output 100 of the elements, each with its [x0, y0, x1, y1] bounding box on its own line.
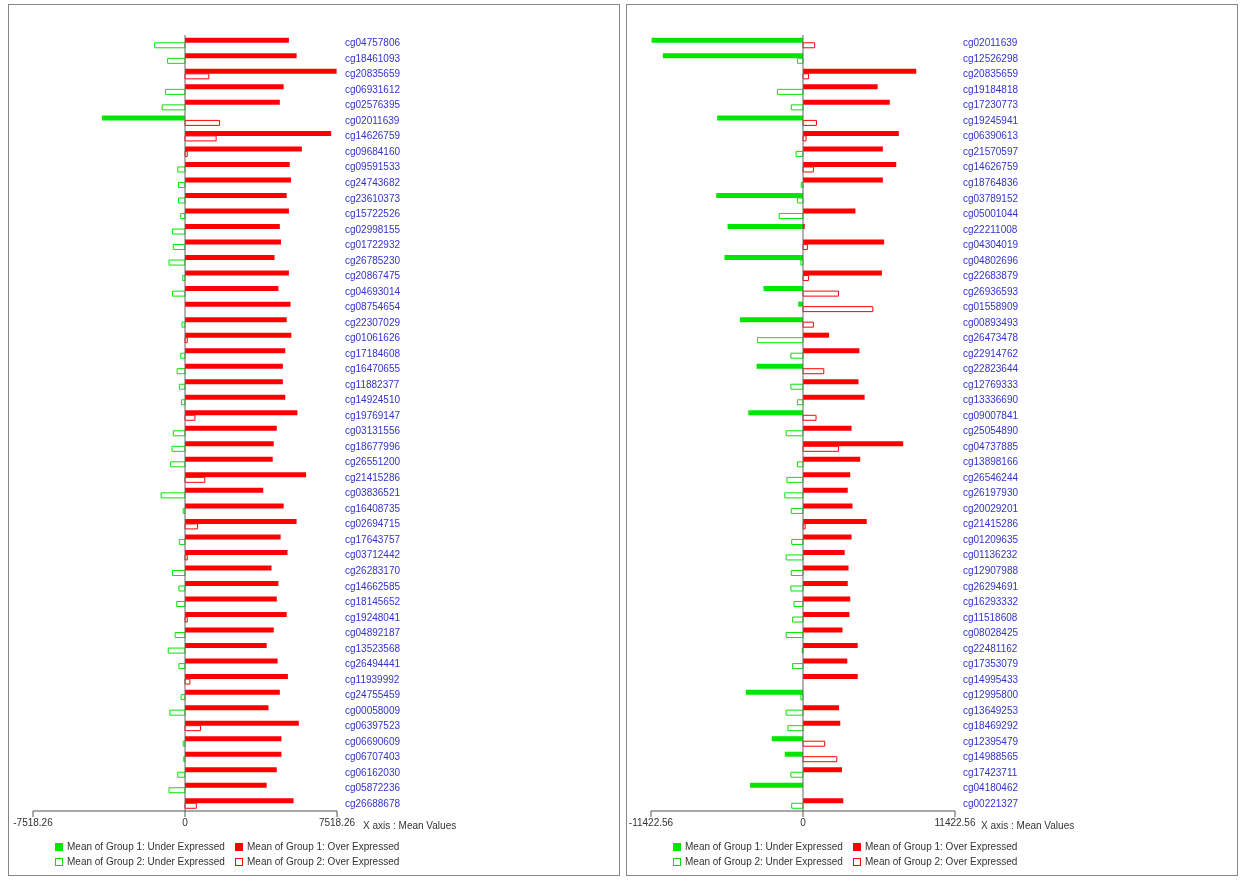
legend-label: Mean of Group 2: Under Expressed	[685, 856, 843, 867]
y-tick-label: cg22683879	[963, 270, 1019, 282]
y-tick-label: cg16470655	[345, 363, 401, 375]
y-tick-label: cg04892187	[345, 627, 401, 639]
y-tick-label: cg06162030	[345, 766, 401, 778]
y-tick-label: cg04304019	[963, 239, 1019, 251]
y-tick-label: cg17423711	[963, 766, 1018, 778]
y-tick-label: cg26283170	[345, 564, 401, 576]
y-tick-label: cg13523568	[345, 642, 401, 654]
y-tick-label: cg14626759	[345, 130, 401, 142]
y-tick-label: cg06690609	[345, 735, 401, 747]
y-tick-label: cg05001044	[963, 208, 1019, 220]
y-tick-label: cg26197930	[963, 487, 1019, 499]
y-tick-label: cg16408735	[345, 502, 401, 514]
y-tick-label: cg19248041	[345, 611, 401, 623]
y-tick-label: cg12907988	[963, 564, 1019, 576]
y-tick-label: cg03836521	[345, 487, 401, 499]
y-tick-label: cg00058009	[345, 704, 401, 716]
y-tick-label: cg26551200	[345, 456, 401, 468]
y-tick-label: cg04180462	[963, 782, 1019, 794]
x-tick-label: 11422.56	[934, 817, 976, 829]
x-tick-label: 0	[182, 817, 189, 829]
y-tick-label: cg26785230	[345, 254, 401, 266]
y-tick-label: cg18764836	[963, 176, 1019, 188]
y-tick-label: cg13898166	[963, 456, 1019, 468]
y-tick-label: cg01061626	[345, 332, 401, 344]
y-tick-label: cg14995433	[963, 673, 1019, 685]
y-tick-label: cg19184818	[963, 83, 1019, 95]
y-tick-label: cg24755459	[345, 689, 401, 701]
y-tick-label: cg14662585	[345, 580, 401, 592]
y-tick-label: cg21415286	[345, 471, 401, 483]
legend-label: Mean of Group 1: Under Expressed	[67, 841, 225, 852]
y-tick-label: cg18677996	[345, 440, 401, 452]
y-tick-label: cg04802696	[963, 254, 1019, 266]
y-tick-label: cg22914762	[963, 347, 1019, 359]
y-tick-label: cg06397523	[345, 720, 401, 732]
y-tick-label: cg01722932	[345, 239, 401, 251]
x-axis-title: X axis : Mean Values	[363, 820, 457, 831]
legend-label: Mean of Group 2: Over Expressed	[247, 856, 400, 867]
y-tick-label: cg04757806	[345, 37, 401, 49]
y-tick-label: cg02576395	[345, 99, 401, 111]
y-tick-label: cg26494441	[345, 658, 401, 670]
y-tick-label: cg22307029	[345, 316, 401, 328]
y-tick-label: cg26473478	[963, 332, 1019, 344]
y-tick-label: cg02011639	[345, 114, 400, 126]
y-tick-label: cg02694715	[345, 518, 401, 530]
y-tick-label: cg20835659	[345, 68, 401, 80]
y-tick-label: cg19245941	[963, 114, 1019, 126]
y-tick-label: cg12769333	[963, 378, 1019, 390]
legend-label: Mean of Group 1: Under Expressed	[685, 841, 843, 852]
y-tick-label: cg17184608	[345, 347, 401, 359]
y-tick-label: cg00221327	[963, 797, 1019, 809]
y-tick-label: cg09591533	[345, 161, 401, 173]
y-tick-label: cg02011639	[963, 37, 1018, 49]
y-tick-label: cg17643757	[345, 533, 401, 545]
y-tick-label: cg12995800	[963, 689, 1019, 701]
y-tick-label: cg11518608	[963, 611, 1018, 623]
y-tick-label: cg05872236	[345, 782, 401, 794]
x-tick-label: 0	[800, 817, 807, 829]
y-tick-label: cg01209635	[963, 533, 1019, 545]
y-tick-label: cg06707403	[345, 751, 401, 763]
y-tick-label: cg22823644	[963, 363, 1019, 375]
y-tick-label: cg18469292	[963, 720, 1019, 732]
y-tick-label: cg26688678	[345, 797, 401, 809]
y-tick-label: cg16293332	[963, 596, 1019, 608]
y-tick-label: cg01558909	[963, 301, 1019, 313]
y-tick-label: cg03131556	[345, 425, 401, 437]
y-tick-label: cg14626759	[963, 161, 1019, 173]
y-tick-label: cg06390613	[963, 130, 1019, 142]
y-tick-label: cg03712442	[345, 549, 401, 561]
y-tick-label: cg18145652	[345, 596, 401, 608]
y-tick-label: cg26936593	[963, 285, 1019, 297]
x-axis-title: X axis : Mean Values	[981, 820, 1075, 831]
y-tick-label: cg11882377	[345, 378, 400, 390]
legend-label: Mean of Group 1: Over Expressed	[865, 841, 1018, 852]
y-tick-label: cg04737885	[963, 440, 1019, 452]
y-tick-label: cg26294691	[963, 580, 1019, 592]
y-tick-label: cg23610373	[345, 192, 401, 204]
y-tick-label: cg14988565	[963, 751, 1019, 763]
legend-label: Mean of Group 2: Under Expressed	[67, 856, 225, 867]
y-tick-label: cg09684160	[345, 145, 401, 157]
y-tick-label: cg14924510	[345, 394, 401, 406]
y-tick-label: cg02998155	[345, 223, 401, 235]
legend-label: Mean of Group 2: Over Expressed	[865, 856, 1018, 867]
x-tick-label: 7518.26	[318, 817, 356, 829]
y-tick-label: cg01136232	[963, 549, 1018, 561]
y-tick-label: cg11939992	[345, 673, 400, 685]
y-tick-label: cg04693014	[345, 285, 401, 297]
y-tick-label: cg22211008	[963, 223, 1018, 235]
y-tick-label: cg20029201	[963, 502, 1019, 514]
y-tick-label: cg17353079	[963, 658, 1019, 670]
x-tick-label: -11422.56	[628, 817, 674, 829]
y-tick-label: cg00893493	[963, 316, 1019, 328]
legend-label: Mean of Group 1: Over Expressed	[247, 841, 400, 852]
y-tick-label: cg03789152	[963, 192, 1019, 204]
y-tick-label: cg21415286	[963, 518, 1019, 530]
y-tick-label: cg20867475	[345, 270, 401, 282]
y-tick-label: cg08028425	[963, 627, 1019, 639]
y-tick-label: cg06931612	[345, 83, 401, 95]
y-tick-label: cg22481162	[963, 642, 1018, 654]
